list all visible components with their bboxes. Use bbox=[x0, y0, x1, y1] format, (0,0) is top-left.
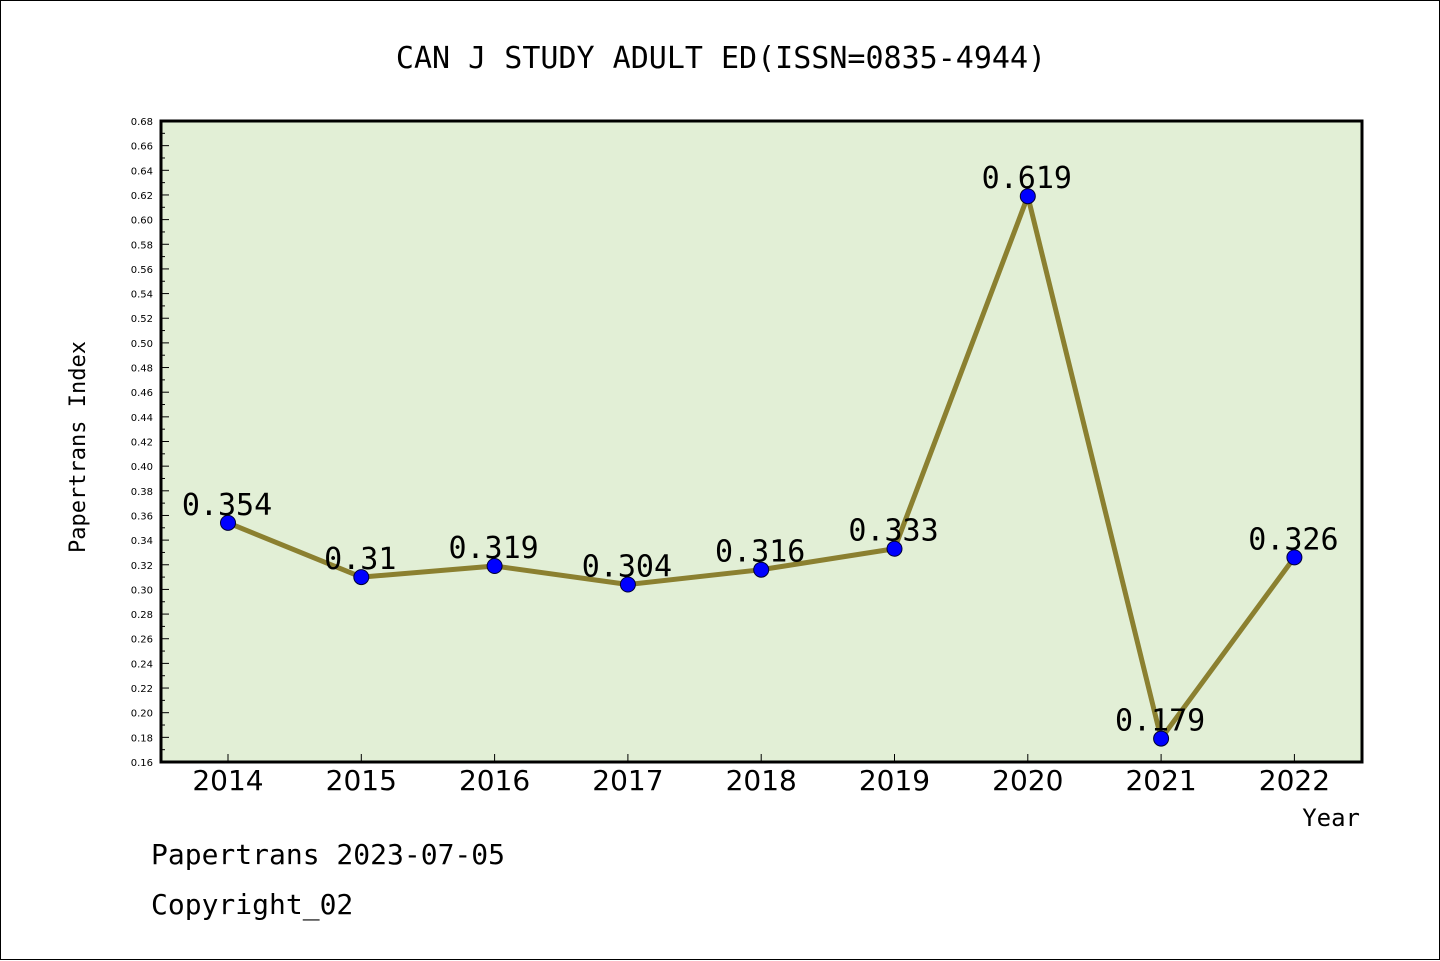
y-tick-label: 0.58 bbox=[131, 240, 153, 251]
y-tick-label: 0.62 bbox=[131, 191, 153, 202]
footer-date: Papertrans 2023-07-05 bbox=[151, 838, 505, 871]
y-tick-label: 0.68 bbox=[131, 117, 153, 128]
y-tick-label: 0.36 bbox=[131, 511, 153, 522]
data-point bbox=[1286, 549, 1303, 566]
x-tick-label: 2016 bbox=[459, 764, 530, 797]
x-tick-label: 2021 bbox=[1125, 764, 1196, 797]
y-tick-label: 0.46 bbox=[131, 388, 153, 399]
data-label: 0.619 bbox=[982, 161, 1072, 196]
y-axis: 0.16 0.18 0.20 0.22 0.24 0.26 0.28 0.30 0.32 0.34… bbox=[131, 117, 169, 769]
data-label: 0.354 bbox=[182, 488, 272, 523]
data-labels: 0.354 0.31 0.319 0.304 0.316 0.333 0.619 0.179 0… bbox=[182, 161, 1339, 738]
data-label: 0.326 bbox=[1248, 522, 1338, 557]
y-tick-label: 0.48 bbox=[131, 364, 153, 375]
data-label: 0.179 bbox=[1115, 704, 1205, 739]
x-axis: 2014 2015 2016 2017 2018 2019 2020 2021 2022 bbox=[192, 754, 1330, 797]
y-tick-label: 0.34 bbox=[131, 536, 153, 547]
y-tick-label: 0.50 bbox=[131, 339, 153, 350]
data-label: 0.316 bbox=[715, 535, 805, 570]
y-tick-label: 0.52 bbox=[131, 314, 153, 325]
data-point bbox=[886, 540, 903, 557]
data-point bbox=[753, 561, 770, 578]
data-label: 0.304 bbox=[582, 549, 672, 584]
x-axis-label: Year bbox=[1302, 804, 1360, 832]
y-tick-label: 0.56 bbox=[131, 265, 153, 276]
y-tick-label: 0.26 bbox=[131, 635, 153, 646]
y-tick-label: 0.30 bbox=[131, 585, 153, 596]
x-tick-label: 2018 bbox=[726, 764, 797, 797]
y-tick-label: 0.18 bbox=[131, 733, 153, 744]
y-tick-label: 0.44 bbox=[131, 413, 153, 424]
plot-area bbox=[159, 119, 1364, 764]
data-label: 0.31 bbox=[324, 542, 396, 577]
y-tick-label: 0.32 bbox=[131, 561, 153, 572]
y-tick-label: 0.24 bbox=[131, 659, 153, 670]
data-label: 0.319 bbox=[448, 531, 538, 566]
x-tick-label: 2017 bbox=[592, 764, 663, 797]
data-label: 0.333 bbox=[848, 514, 938, 549]
series-markers bbox=[220, 188, 1303, 747]
x-tick-label: 2020 bbox=[992, 764, 1063, 797]
y-tick-label: 0.64 bbox=[131, 166, 153, 177]
y-tick-label: 0.40 bbox=[131, 462, 153, 473]
y-tick-label: 0.54 bbox=[131, 290, 153, 301]
x-tick-label: 2014 bbox=[192, 764, 263, 797]
y-tick-label: 0.28 bbox=[131, 610, 153, 621]
data-point bbox=[1019, 188, 1036, 205]
data-point bbox=[486, 558, 503, 575]
footer-copyright: Copyright_02 bbox=[151, 888, 353, 922]
data-point bbox=[220, 514, 236, 531]
chart-title: CAN J STUDY ADULT ED(ISSN=0835-4944) bbox=[396, 41, 1046, 76]
data-point bbox=[1153, 730, 1170, 747]
data-point bbox=[619, 576, 636, 593]
y-tick-label: 0.22 bbox=[131, 684, 153, 695]
x-tick-label: 2022 bbox=[1259, 764, 1330, 797]
y-tick-label: 0.38 bbox=[131, 487, 153, 498]
y-tick-label: 0.16 bbox=[131, 758, 153, 769]
y-tick-label: 0.66 bbox=[131, 142, 153, 153]
y-tick-label: 0.20 bbox=[131, 709, 153, 720]
y-tick-label: 0.42 bbox=[131, 438, 153, 449]
y-tick-label: 0.60 bbox=[131, 216, 153, 227]
data-point bbox=[353, 569, 370, 586]
x-tick-label: 2015 bbox=[326, 764, 397, 797]
y-axis-label: Papertrans Index bbox=[66, 341, 91, 553]
x-tick-label: 2019 bbox=[859, 764, 930, 797]
